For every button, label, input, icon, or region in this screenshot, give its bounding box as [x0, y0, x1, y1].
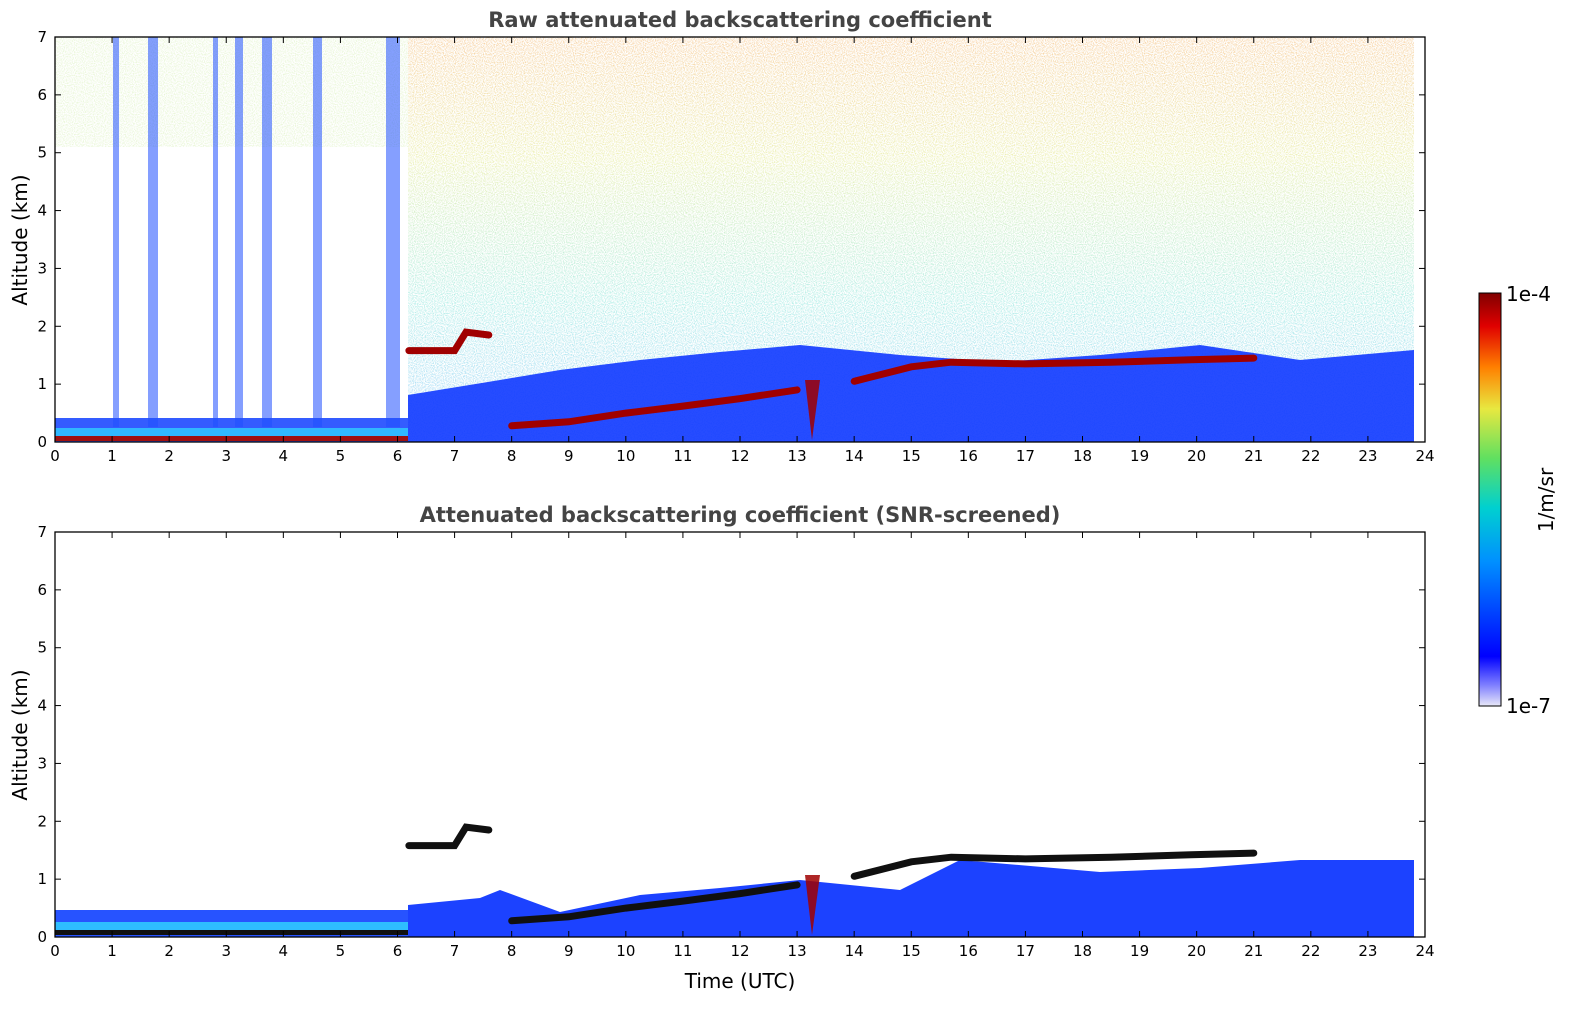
panel1-xtick-label: 21	[1244, 447, 1263, 465]
panel2-ytick-label: 2	[37, 812, 47, 830]
panel2-xtick-label: 0	[50, 942, 60, 960]
panel1-x-axis: 0 1 2 3 4 5 6 7 8 9 10 11 12 13 14 15 16 17 18 19 20 21 22 23 24	[50, 37, 1435, 465]
panel2-title: Attenuated backscattering coefficient (S…	[420, 503, 1061, 527]
panel2-xtick-label: 12	[730, 942, 749, 960]
panel1-ytick-label: 4	[37, 202, 47, 220]
panel2-xtick-label: 22	[1301, 942, 1320, 960]
panel2-ytick-label: 6	[37, 581, 47, 599]
panel1-xtick-label: 17	[1016, 447, 1035, 465]
panel1-heatmap	[55, 37, 1414, 442]
colorbar-min-label: 1e-7	[1506, 694, 1551, 718]
panel1-ylabel: Altitude (km)	[8, 174, 32, 305]
panel2-x-axis: 0 1 2 3 4 5 6 7 8 9 10 11 12 13 14 15 16 17 18 19 20 21 22 23 24	[50, 532, 1435, 960]
panel2-y-axis: 0 1 2 3 4 5 6 7	[37, 523, 1425, 946]
panel1-xtick-label: 14	[845, 447, 864, 465]
colorbar: 1e-4 1e-7 1/m/sr	[1478, 282, 1558, 718]
panel1-surface-layer	[55, 436, 408, 441]
panel2-xtick-label: 6	[393, 942, 403, 960]
panel1-xtick-label: 16	[959, 447, 978, 465]
panel2-ytick-label: 1	[37, 870, 47, 888]
panel1-xtick-label: 20	[1187, 447, 1206, 465]
panel2-xtick-label: 7	[450, 942, 460, 960]
panel2-heatmap	[55, 827, 1414, 937]
panel-snr-screened: Attenuated backscattering coefficient (S…	[8, 503, 1435, 993]
colorbar-label: 1/m/sr	[1534, 467, 1558, 532]
panel1-xtick-label: 8	[507, 447, 517, 465]
panel2-xtick-label: 19	[1130, 942, 1149, 960]
panel2-xtick-label: 11	[673, 942, 692, 960]
panel2-xtick-label: 23	[1358, 942, 1377, 960]
panel2-xtick-label: 15	[902, 942, 921, 960]
panel1-ytick-label: 1	[37, 375, 47, 393]
panel2-updraft	[805, 875, 820, 935]
panel-raw: Raw attenuated backscattering coefficien…	[8, 8, 1435, 465]
panel1-early-layer-inner	[55, 428, 408, 436]
panel1-boundary-layer	[408, 345, 1414, 442]
panel1-ytick-label: 7	[37, 28, 47, 46]
panel1-xtick-label: 2	[164, 447, 174, 465]
panel1-streaks	[113, 37, 400, 427]
panel2-surface-layer	[55, 930, 408, 935]
panel1-xtick-label: 18	[1073, 447, 1092, 465]
panel1-updraft	[805, 380, 820, 440]
panel2-xtick-label: 17	[1016, 942, 1035, 960]
colorbar-ramp	[1478, 292, 1502, 707]
panel1-ytick-label: 3	[37, 259, 47, 277]
panel1-title: Raw attenuated backscattering coefficien…	[488, 8, 992, 32]
panel1-xtick-label: 11	[673, 447, 692, 465]
panel1-xtick-label: 19	[1130, 447, 1149, 465]
panel1-xtick-label: 15	[902, 447, 921, 465]
panel2-xtick-label: 24	[1415, 942, 1434, 960]
panel2-xtick-label: 18	[1073, 942, 1092, 960]
panel1-xtick-label: 3	[221, 447, 231, 465]
panel2-xtick-label: 1	[107, 942, 117, 960]
panel1-y-axis: 0 1 2 3 4 5 6 7	[37, 28, 1425, 451]
panel2-xtick-label: 2	[164, 942, 174, 960]
panel2-boundary-layer	[408, 860, 1414, 937]
panel1-ytick-label: 2	[37, 317, 47, 335]
panel1-ytick-label: 5	[37, 144, 47, 162]
panel2-ytick-label: 3	[37, 754, 47, 772]
panel1-xtick-label: 1	[107, 447, 117, 465]
panel2-xlabel: Time (UTC)	[684, 969, 796, 993]
panel2-xtick-label: 4	[279, 942, 289, 960]
panel1-xtick-label: 5	[336, 447, 346, 465]
panel1-xtick-label: 13	[788, 447, 807, 465]
panel2-xtick-label: 13	[788, 942, 807, 960]
panel2-ytick-label: 7	[37, 523, 47, 541]
panel2-xtick-label: 5	[336, 942, 346, 960]
panel2-ytick-label: 4	[37, 697, 47, 715]
panel1-xtick-label: 12	[730, 447, 749, 465]
panel2-xtick-label: 8	[507, 942, 517, 960]
panel1-xtick-label: 10	[616, 447, 635, 465]
panel2-ylabel: Altitude (km)	[8, 669, 32, 800]
panel1-xtick-label: 22	[1301, 447, 1320, 465]
colorbar-max-label: 1e-4	[1506, 282, 1551, 306]
panel2-xtick-label: 14	[845, 942, 864, 960]
panel2-xtick-label: 16	[959, 942, 978, 960]
panel2-early-layer-inner	[55, 922, 408, 930]
panel1-xtick-label: 24	[1415, 447, 1434, 465]
panel2-xtick-label: 3	[221, 942, 231, 960]
panel1-xtick-label: 0	[50, 447, 60, 465]
panel2-xtick-label: 9	[564, 942, 574, 960]
panel1-early-noise	[55, 37, 408, 147]
panel1-ytick-label: 6	[37, 86, 47, 104]
panel2-xtick-label: 10	[616, 942, 635, 960]
panel2-xtick-label: 20	[1187, 942, 1206, 960]
panel1-xtick-label: 6	[393, 447, 403, 465]
panel1-xtick-label: 4	[279, 447, 289, 465]
panel1-xtick-label: 23	[1358, 447, 1377, 465]
panel1-ytick-label: 0	[37, 433, 47, 451]
panel2-ytick-label: 5	[37, 639, 47, 657]
panel1-xtick-label: 9	[564, 447, 574, 465]
panel2-xtick-label: 21	[1244, 942, 1263, 960]
panel1-xtick-label: 7	[450, 447, 460, 465]
panel2-ytick-label: 0	[37, 928, 47, 946]
